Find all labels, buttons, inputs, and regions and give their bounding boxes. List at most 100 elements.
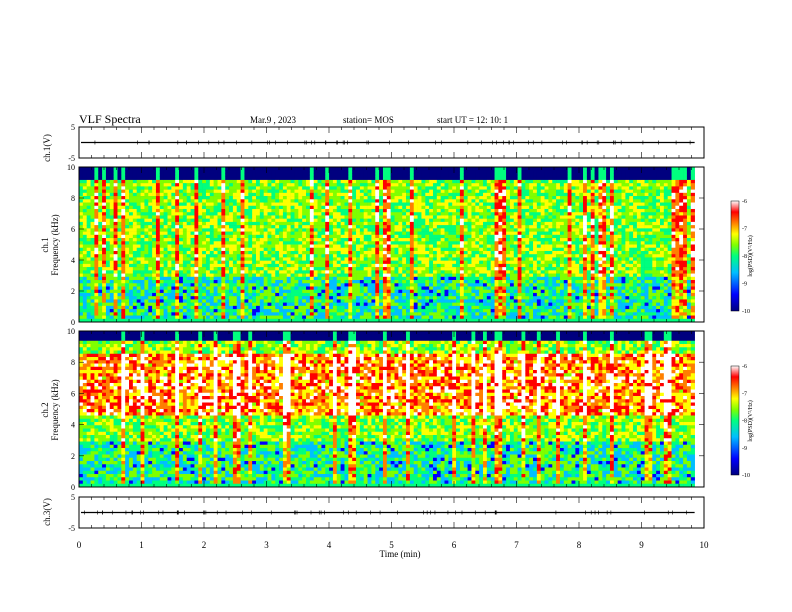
spectrogram-cell	[363, 315, 368, 320]
spectrogram-cell	[125, 270, 130, 274]
spectrogram-cell	[140, 196, 145, 200]
spectrogram-cell	[179, 244, 184, 249]
spectrogram-cell	[336, 199, 341, 203]
spectrogram-cell	[182, 202, 188, 207]
spectrogram-cell	[190, 212, 195, 216]
spectrogram-cell	[363, 270, 368, 274]
spectrogram-cell	[413, 257, 418, 261]
spectrogram-cell	[363, 273, 368, 278]
spectrogram-cell	[82, 270, 87, 274]
spectrogram-cell	[382, 183, 388, 187]
spectrogram-cell	[129, 318, 134, 323]
spectrogram-cell	[140, 257, 145, 261]
spectrogram-cell	[102, 299, 107, 303]
spectrogram-cell	[229, 260, 234, 265]
spectrogram-cell	[205, 276, 211, 281]
spectrogram-cell	[398, 270, 403, 274]
spectrogram-cell	[302, 212, 307, 216]
spectrogram-cell	[244, 176, 249, 181]
spectrogram-cell	[202, 208, 207, 213]
spectrogram-cell	[221, 221, 226, 226]
spectrogram-cell	[263, 260, 268, 265]
spectrogram-cell	[421, 167, 426, 171]
spectrogram-cell	[375, 276, 380, 281]
spectrogram-cell	[386, 167, 391, 171]
spectrogram-cell	[306, 238, 311, 242]
spectrogram-cell	[294, 267, 299, 271]
spectrogram-cell	[309, 205, 315, 210]
spectrogram-cell	[186, 289, 191, 294]
spectrogram-cell	[129, 292, 134, 297]
spectrogram-cell	[402, 221, 407, 226]
spectrogram-cell	[152, 208, 157, 213]
spectrogram-cell	[213, 263, 218, 268]
spectrogram-cell	[98, 205, 103, 210]
spectrogram-cell	[267, 205, 272, 210]
spectrogram-cell	[309, 289, 315, 294]
spectrogram-cell	[329, 270, 334, 274]
spectrogram-cell	[125, 234, 130, 239]
spectrogram-cell	[255, 260, 261, 265]
spectrogram-cell	[225, 292, 230, 297]
spectrogram-cell	[317, 208, 322, 213]
spectrogram-cell	[352, 231, 357, 236]
spectrogram-cell	[205, 215, 211, 219]
spectrogram-cell	[171, 315, 176, 320]
spectrogram-cell	[359, 231, 365, 236]
spectrogram-cell	[217, 221, 222, 226]
spectrogram-cell	[94, 192, 99, 197]
spectrogram-cell	[336, 244, 341, 249]
spectrogram-cell	[209, 173, 214, 177]
spectrogram-cell	[105, 312, 111, 316]
spectrogram-cell	[117, 244, 122, 249]
spectrogram-cell	[444, 176, 449, 181]
spectrogram-cell	[232, 296, 238, 300]
spectrogram-cell	[159, 221, 164, 226]
spectrogram-cell	[417, 250, 422, 255]
spectrogram-cell	[344, 270, 349, 274]
spectrogram-cell	[155, 173, 161, 177]
spectrogram-cell	[232, 270, 238, 274]
spectrogram-cell	[205, 231, 211, 236]
spectrogram-cell	[179, 218, 184, 223]
spectrogram-cell	[198, 292, 203, 297]
spectrogram-cell	[448, 228, 453, 232]
spectrogram-cell	[406, 186, 411, 190]
spectrogram-cell	[367, 263, 372, 268]
spectrogram-cell	[82, 286, 87, 291]
spectrogram-cell	[279, 183, 284, 187]
spectrogram-cell	[98, 260, 103, 265]
spectrogram-cell	[394, 176, 399, 181]
spectrogram-cell	[425, 318, 430, 323]
spectrogram-cell	[406, 234, 411, 239]
spectrogram-cell	[252, 170, 257, 174]
spectrogram-cell	[259, 189, 264, 194]
spectrogram-cell	[382, 199, 388, 203]
spectrogram-cell	[148, 315, 153, 320]
spectrogram-cell	[436, 309, 441, 313]
spectrogram-cell	[452, 250, 457, 255]
spectrogram-cell	[90, 205, 95, 210]
spectrogram-cell	[436, 225, 441, 229]
spectrogram-cell	[429, 263, 434, 268]
spectrogram-cell	[279, 192, 284, 197]
spectrogram-cell	[390, 205, 395, 210]
spectrogram-cell	[298, 263, 303, 268]
spectrogram-cell	[390, 280, 395, 284]
spectrogram-cell	[386, 202, 391, 207]
spectrogram-cell	[394, 292, 399, 297]
spectrogram-cell	[309, 280, 315, 284]
spectrogram-cell	[263, 170, 268, 174]
spectrogram-cell	[275, 318, 280, 323]
spectrogram-cell	[279, 254, 284, 258]
spectrogram-cell	[386, 208, 391, 213]
spectrogram-cell	[175, 315, 180, 320]
spectrogram-cell	[132, 218, 138, 223]
spectrogram-cell	[359, 302, 365, 307]
spectrogram-cell	[282, 292, 288, 297]
spectrogram-cell	[306, 212, 311, 216]
spectrogram-cell	[409, 263, 415, 268]
spectrogram-cell	[213, 202, 218, 207]
spectrogram-cell	[102, 212, 107, 216]
spectrogram-cell	[394, 238, 399, 242]
